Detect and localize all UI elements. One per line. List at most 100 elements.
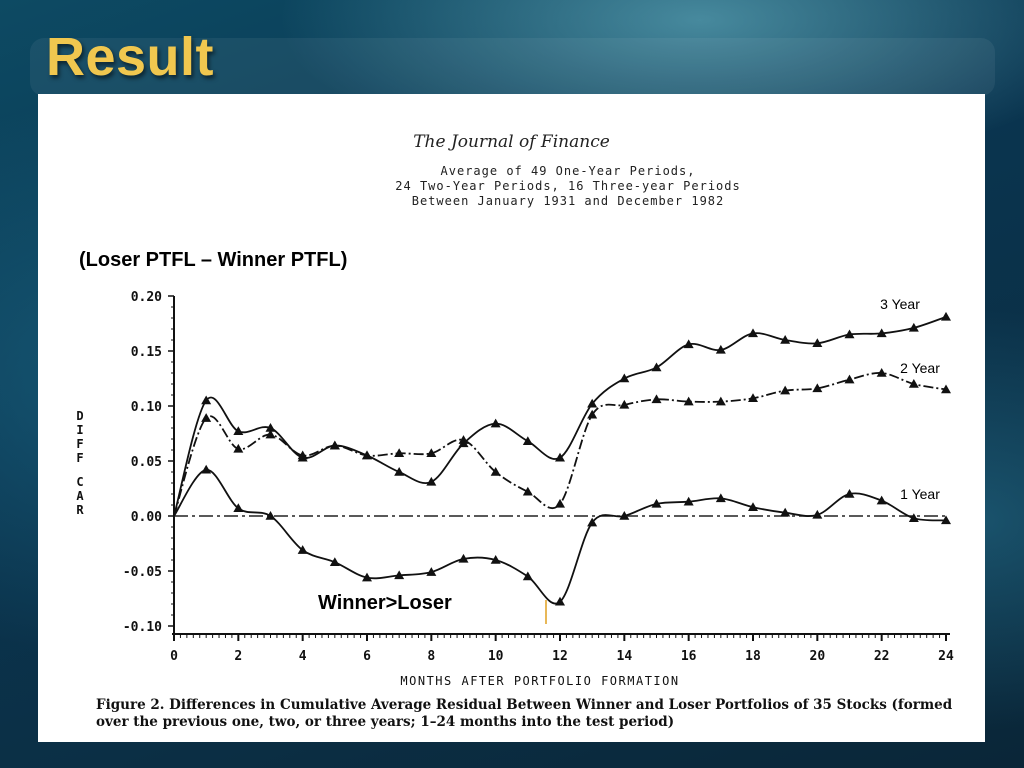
x-tick-label: 8 (427, 649, 435, 664)
data-point-2-year (297, 450, 308, 460)
data-point-1-year (780, 507, 791, 517)
data-point-3-year (201, 395, 212, 405)
data-point-2-year (522, 486, 533, 496)
data-point-3-year (715, 344, 726, 354)
data-point-2-year (941, 384, 951, 394)
y-axis-title-char: C (76, 475, 83, 489)
data-point-1-year (812, 509, 823, 519)
data-point-1-year (651, 498, 662, 508)
data-point-1-year (394, 570, 405, 580)
data-point-3-year (876, 328, 887, 338)
x-tick-label: 12 (552, 649, 568, 664)
title-band (30, 38, 995, 96)
chart-series-labels: 3 Year 2 Year 1 Year (545, 296, 940, 624)
car-line-chart: -0.10-0.050.000.050.100.150.200 2 4 6 8 10 12 1… (76, 290, 954, 688)
slide-title: Result (46, 27, 215, 87)
x-tick-label: 24 (938, 649, 954, 664)
figure-caption-label: Figure 2. (96, 697, 165, 713)
data-point-2-year (426, 448, 437, 458)
data-point-1-year (233, 503, 244, 513)
x-tick-label: 18 (745, 649, 761, 664)
y-axis-title-char: F (76, 437, 83, 451)
series-label-3-year: 3 Year (880, 296, 920, 312)
data-point-2-year (683, 396, 694, 406)
series-label-2-year: 2 Year (900, 360, 940, 376)
x-tick-label: 6 (363, 649, 371, 664)
journal-name: The Journal of Finance (413, 132, 610, 152)
data-point-3-year (780, 335, 791, 344)
data-point-2-year (908, 379, 919, 388)
data-point-3-year (908, 322, 919, 332)
y-axis-title-char: R (76, 503, 84, 517)
data-point-2-year (651, 394, 662, 404)
x-tick-label: 0 (170, 649, 178, 664)
y-axis-title-char: F (76, 451, 83, 465)
y-tick-label: -0.05 (123, 565, 162, 580)
data-point-2-year (490, 467, 501, 476)
data-point-2-year (233, 443, 244, 453)
x-axis-title: MONTHS AFTER PORTFOLIO FORMATION (400, 674, 679, 688)
figure-subtitle-line: Between January 1931 and December 1982 (411, 194, 725, 208)
data-point-2-year (458, 435, 469, 444)
data-point-3-year (683, 339, 694, 349)
data-point-1-year (748, 502, 758, 511)
annotation-winner-gt-loser: Winner>Loser (318, 592, 452, 614)
data-point-1-year (908, 513, 919, 522)
data-point-2-year (329, 440, 340, 450)
data-point-2-year (201, 413, 212, 422)
data-point-2-year (394, 448, 405, 458)
figure-panel: The Journal of Finance Average of 49 One… (38, 94, 985, 742)
y-axis-title-char: A (76, 489, 84, 503)
annotation-loser-minus-winner: (Loser PTFL – Winner PTFL) (79, 249, 348, 271)
data-point-2-year (555, 498, 565, 508)
x-tick-label: 20 (810, 649, 826, 664)
figure-subtitle-line: Average of 49 One-Year Periods, (440, 164, 696, 178)
series-label-1-year: 1 Year (900, 486, 940, 502)
series-line-2-year (173, 372, 947, 517)
data-point-1-year (201, 464, 212, 474)
data-point-1-year (715, 493, 726, 503)
series-line-1-year (173, 468, 947, 605)
data-point-3-year (233, 426, 244, 436)
data-point-3-year (490, 418, 501, 428)
data-point-2-year (619, 399, 630, 409)
data-point-1-year (265, 511, 276, 520)
data-point-3-year (748, 328, 758, 338)
data-point-3-year (587, 398, 598, 408)
data-point-2-year (876, 368, 887, 377)
chart-markers (201, 311, 951, 606)
x-tick-label: 10 (488, 649, 504, 664)
y-tick-label: -0.10 (123, 620, 162, 635)
data-point-2-year (715, 396, 726, 406)
x-tick-label: 14 (617, 649, 633, 664)
data-point-1-year (876, 495, 887, 505)
figure-caption: Figure 2. Differences in Cumulative Aver… (96, 697, 976, 731)
x-tick-label: 4 (299, 649, 307, 664)
data-point-3-year (844, 329, 855, 339)
data-point-1-year (619, 511, 630, 520)
y-tick-label: 0.20 (131, 290, 162, 305)
data-point-2-year (812, 383, 823, 393)
y-tick-label: 0.05 (131, 455, 162, 470)
data-point-1-year (426, 567, 437, 576)
x-tick-label: 16 (681, 649, 697, 664)
x-tick-label: 22 (874, 649, 890, 664)
data-point-2-year (780, 385, 791, 395)
data-point-3-year (651, 362, 662, 372)
data-point-3-year (619, 373, 630, 383)
data-point-3-year (394, 467, 405, 476)
data-point-1-year (490, 555, 501, 564)
data-point-3-year (265, 423, 276, 432)
data-point-1-year (329, 557, 340, 566)
x-tick-label: 2 (234, 649, 242, 664)
y-tick-label: 0.15 (131, 345, 162, 360)
y-axis-title-char: D (76, 409, 83, 423)
data-point-2-year (844, 374, 855, 384)
data-point-1-year (522, 571, 533, 581)
data-point-2-year (265, 429, 276, 439)
data-point-3-year (522, 436, 533, 445)
series-line-3-year (173, 316, 947, 517)
data-point-2-year (362, 450, 372, 460)
figure-subtitle-line: 24 Two-Year Periods, 16 Three-year Perio… (395, 179, 741, 193)
data-point-1-year (362, 572, 372, 582)
